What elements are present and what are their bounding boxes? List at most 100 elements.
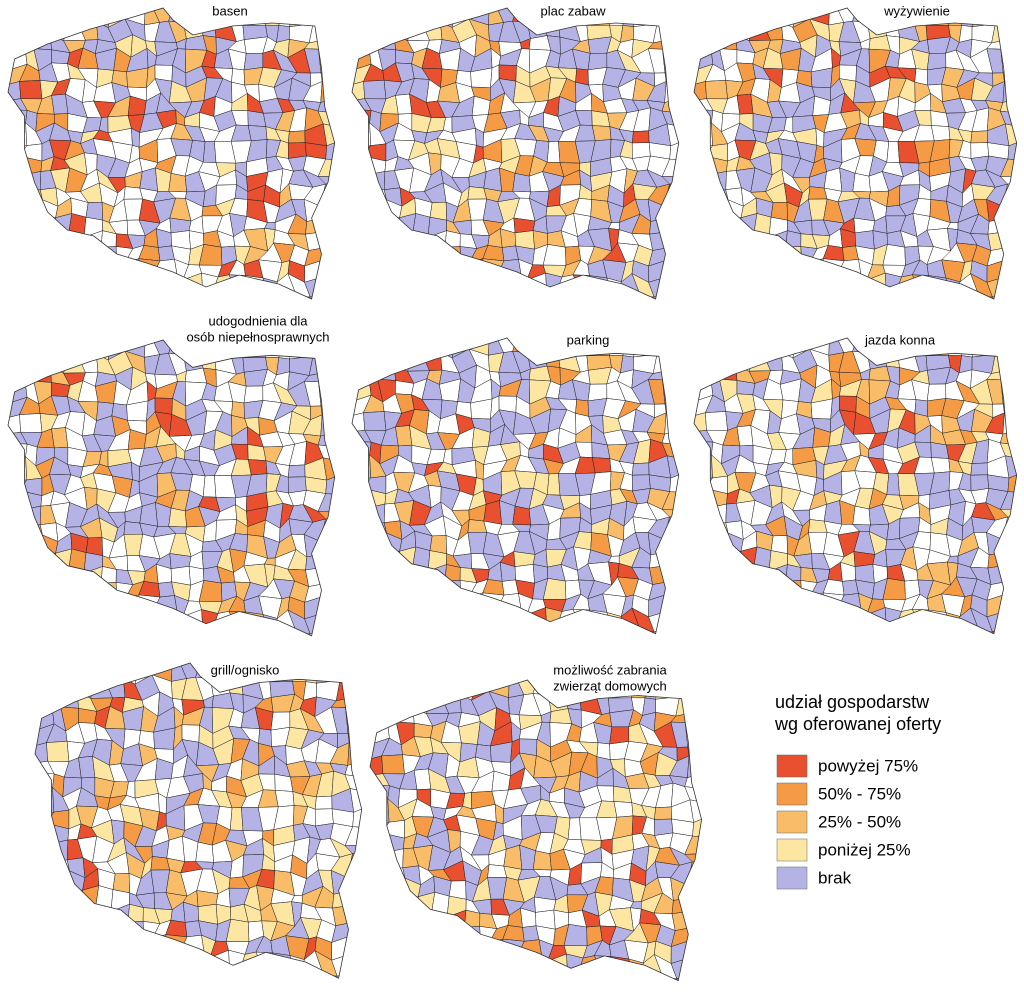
district [535,971,556,981]
district [304,8,322,28]
district [694,8,709,27]
district [503,844,523,870]
legend-label: powyżej 75% [818,756,918,775]
district [484,272,499,295]
district [640,295,655,299]
map-panel: plac zabaw [351,3,680,300]
district [289,8,314,27]
district [362,591,385,615]
district [464,909,481,928]
district [687,740,702,763]
district [688,895,702,913]
district [663,338,679,358]
district [532,680,556,696]
district [572,623,594,634]
district [927,289,951,299]
district [120,940,145,952]
district [739,294,757,299]
district [704,257,726,281]
district [617,630,642,634]
district [704,584,726,598]
district [244,625,268,636]
district [664,18,679,40]
district [48,8,71,24]
district [546,141,561,163]
district [766,598,780,612]
district [739,628,757,634]
district [567,817,582,841]
district [778,598,803,609]
district [384,972,399,981]
district [366,625,381,634]
district [270,711,291,731]
district [694,591,713,615]
map-title: plac zabaw [540,3,606,18]
district [750,236,770,253]
district [738,262,752,281]
district [80,609,98,629]
district [497,272,523,294]
district [397,610,411,634]
district [352,190,370,207]
district [765,580,787,601]
district [377,550,400,569]
district [572,289,594,299]
district [320,66,335,88]
district [79,582,102,603]
district [384,696,400,716]
district [167,949,182,973]
district [325,566,335,584]
district [437,264,462,274]
district [137,968,161,979]
districts [370,680,702,981]
district [316,663,341,684]
district [669,141,679,161]
district [53,242,66,265]
district [1002,533,1017,553]
district [45,925,68,940]
district [195,841,214,863]
district [408,569,429,587]
district [243,52,264,71]
district [346,917,362,942]
district [1002,66,1017,88]
district [93,272,112,299]
district [226,966,243,979]
district [663,622,679,634]
district [370,844,382,872]
district [686,680,702,701]
district [168,173,187,193]
district [719,365,738,381]
district [437,598,462,609]
district [704,250,726,264]
district [352,257,371,281]
district [289,663,309,682]
district [1002,18,1017,40]
district [410,680,434,696]
district [750,290,771,299]
district [765,246,787,266]
district [427,928,447,947]
district [424,598,439,612]
district [365,562,379,587]
district [33,627,55,636]
district [352,591,371,615]
district [100,566,117,584]
district [397,234,413,250]
district [314,808,334,827]
district [110,272,132,299]
district [749,262,769,278]
district [352,363,371,385]
district [352,243,372,267]
map-panel: jazda konna [693,332,1018,635]
district [370,938,390,962]
district [944,626,961,634]
district [883,622,900,634]
district [48,680,65,701]
district [377,562,400,586]
district [111,598,132,615]
district [52,870,70,891]
country-border [351,337,680,635]
district [78,340,99,359]
district [377,217,400,236]
